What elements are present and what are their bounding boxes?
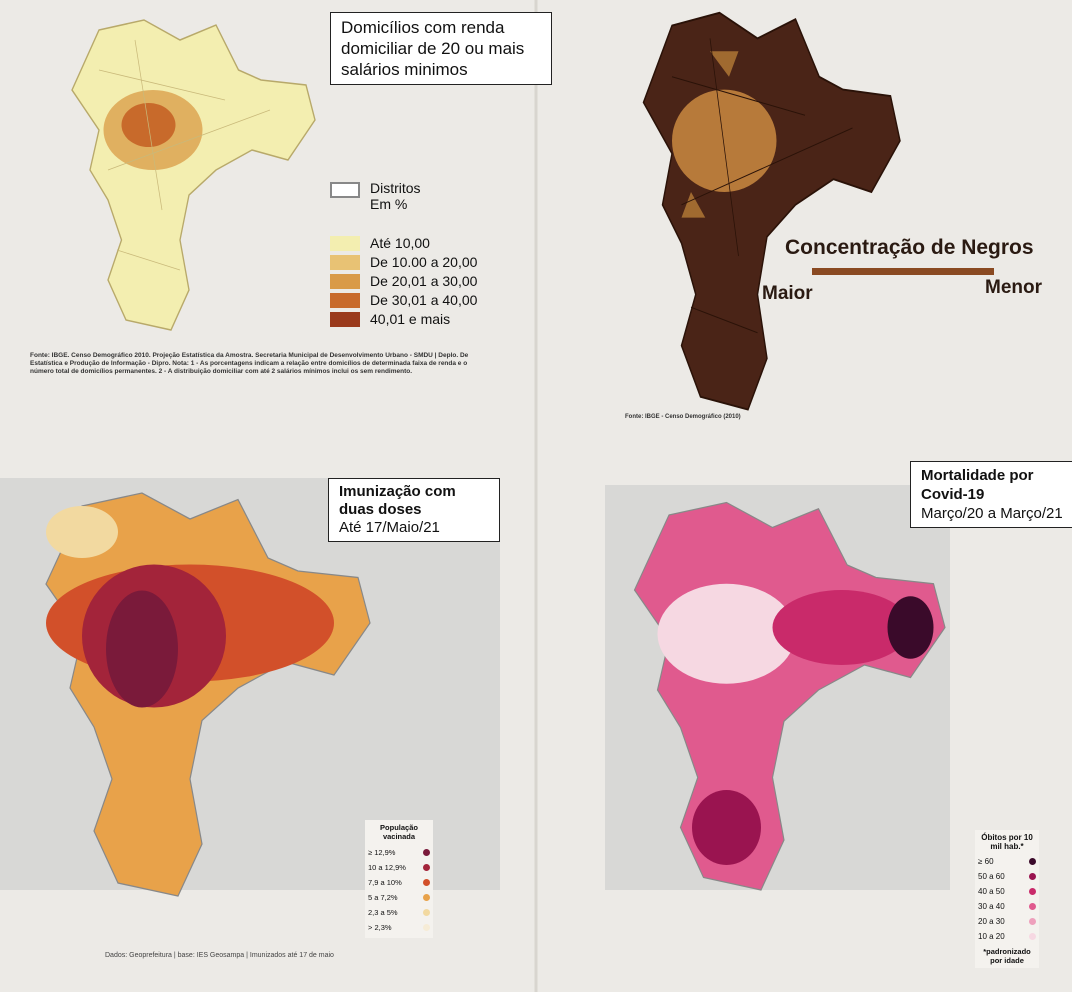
legend-swatch: [423, 849, 430, 856]
map-race: [642, 11, 901, 411]
map-vaccine: [45, 492, 371, 897]
legend-item: 40,01 e mais: [330, 310, 477, 328]
legend-swatch: [330, 182, 360, 198]
legend-item: Até 10,00: [330, 234, 477, 252]
legend: População vacinada ≥ 12,9% 10 a 12,9% 7,9 a…: [365, 820, 433, 938]
legend-label: 5 a 7,2%: [368, 893, 398, 902]
scale-label: Maior: [762, 283, 813, 304]
legend-heading: Óbitos por 10 mil hab.*: [981, 833, 1033, 851]
source-note: Fonte: IBGE. Censo Demográfico 2010. Pro…: [30, 352, 469, 375]
legend-swatch: [1029, 888, 1036, 895]
legend-label: ≥ 12,9%: [368, 848, 396, 857]
legend-items: ≥ 12,9% 10 a 12,9% 7,9 a 10% 5 a 7,2% 2,3 a …: [368, 845, 430, 935]
map-title: Imunização com duas doses: [339, 483, 456, 518]
legend-item: > 2,3%: [368, 920, 430, 935]
legend-swatch: [330, 311, 360, 327]
legend-swatch: [423, 924, 430, 931]
legend-item: 10 a 20: [978, 929, 1036, 944]
map-title: Concentração de Negros: [785, 236, 1034, 259]
legend: Distritos Em % Até 10,00 De 10.00 a 20,00 D…: [330, 180, 477, 329]
legend-items: Até 10,00 De 10.00 a 20,00 De 20,01 a 30,0…: [330, 234, 477, 328]
legend-swatch: [1029, 858, 1036, 865]
legend-label: De 10.00 a 20,00: [370, 254, 478, 270]
legend-item: De 10.00 a 20,00: [330, 253, 477, 271]
legend-label: ≥ 60: [978, 857, 994, 866]
legend-item: 5 a 7,2%: [368, 890, 430, 905]
legend-item: De 30,01 a 40,00: [330, 291, 477, 309]
legend-swatch: [423, 864, 430, 871]
legend-label: 30 a 40: [978, 902, 1005, 911]
legend-swatch: [330, 292, 360, 308]
legend-label: 50 a 60: [978, 872, 1005, 881]
legend-label: 7,9 a 10%: [368, 878, 402, 887]
legend-item: 40 a 50: [978, 884, 1036, 899]
legend-item: ≥ 12,9%: [368, 845, 430, 860]
legend-label: > 2,3%: [368, 923, 392, 932]
title-box: Mortalidade por Covid-19 Março/20 a Março…: [910, 461, 1072, 528]
legend-note: *padronizado por idade: [983, 947, 1031, 965]
legend-label: 40,01 e mais: [370, 311, 451, 327]
legend-label: De 30,01 a 40,00: [370, 292, 478, 308]
legend-swatch: [330, 235, 360, 251]
legend: Óbitos por 10 mil hab.* ≥ 60 50 a 60 40 a 5…: [975, 830, 1039, 968]
scale-label: Menor: [985, 277, 1042, 298]
map-title: Domicílios com renda domiciliar de 20 ou…: [341, 18, 525, 79]
legend-heading-text: Em %: [370, 196, 408, 212]
legend-swatch: [1029, 903, 1036, 910]
legend-label: Até 10,00: [370, 235, 430, 251]
source-note: Fonte: IBGE - Censo Demográfico (2010): [625, 414, 741, 420]
legend-label: De 20,01 a 30,00: [370, 273, 478, 289]
legend-label: 40 a 50: [978, 887, 1005, 896]
legend-swatch: [423, 909, 430, 916]
legend-swatch: [423, 879, 430, 886]
legend-label: 2,3 a 5%: [368, 908, 398, 917]
legend-item: 2,3 a 5%: [368, 905, 430, 920]
map-title: Mortalidade por Covid-19: [921, 467, 1034, 503]
gradient-bar: [812, 268, 994, 275]
map-subtitle: Março/20 a Março/21: [921, 505, 1063, 522]
legend-swatch: [1029, 918, 1036, 925]
legend-item: De 20,01 a 30,00: [330, 272, 477, 290]
legend-item: 20 a 30: [978, 914, 1036, 929]
legend-heading: Distritos Em %: [330, 180, 477, 212]
title-box: Imunização com duas doses Até 17/Maio/21: [328, 478, 500, 542]
legend-swatch: [1029, 933, 1036, 940]
legend-label: 10 a 20: [978, 932, 1005, 941]
legend-items: ≥ 60 50 a 60 40 a 50 30 a 40 20 a 30 10 a 20: [978, 854, 1036, 944]
legend-heading-text: Distritos: [370, 180, 421, 196]
legend-swatch: [423, 894, 430, 901]
legend-swatch: [330, 273, 360, 289]
map-covid: [633, 501, 946, 891]
legend-heading: População vacinada: [380, 823, 418, 841]
legend-swatch: [1029, 873, 1036, 880]
map-income: [71, 19, 316, 331]
legend-item: 10 a 12,9%: [368, 860, 430, 875]
source-note: Dados: Geoprefeitura | base: IES Geosamp…: [105, 952, 334, 959]
legend-swatch: [330, 254, 360, 270]
legend-label: 10 a 12,9%: [368, 863, 406, 872]
legend-item: 30 a 40: [978, 899, 1036, 914]
title-box: Domicílios com renda domiciliar de 20 ou…: [330, 12, 552, 85]
legend-label: 20 a 30: [978, 917, 1005, 926]
map-subtitle: Até 17/Maio/21: [339, 519, 440, 536]
legend-item: 50 a 60: [978, 869, 1036, 884]
legend-item: 7,9 a 10%: [368, 875, 430, 890]
legend-item: ≥ 60: [978, 854, 1036, 869]
